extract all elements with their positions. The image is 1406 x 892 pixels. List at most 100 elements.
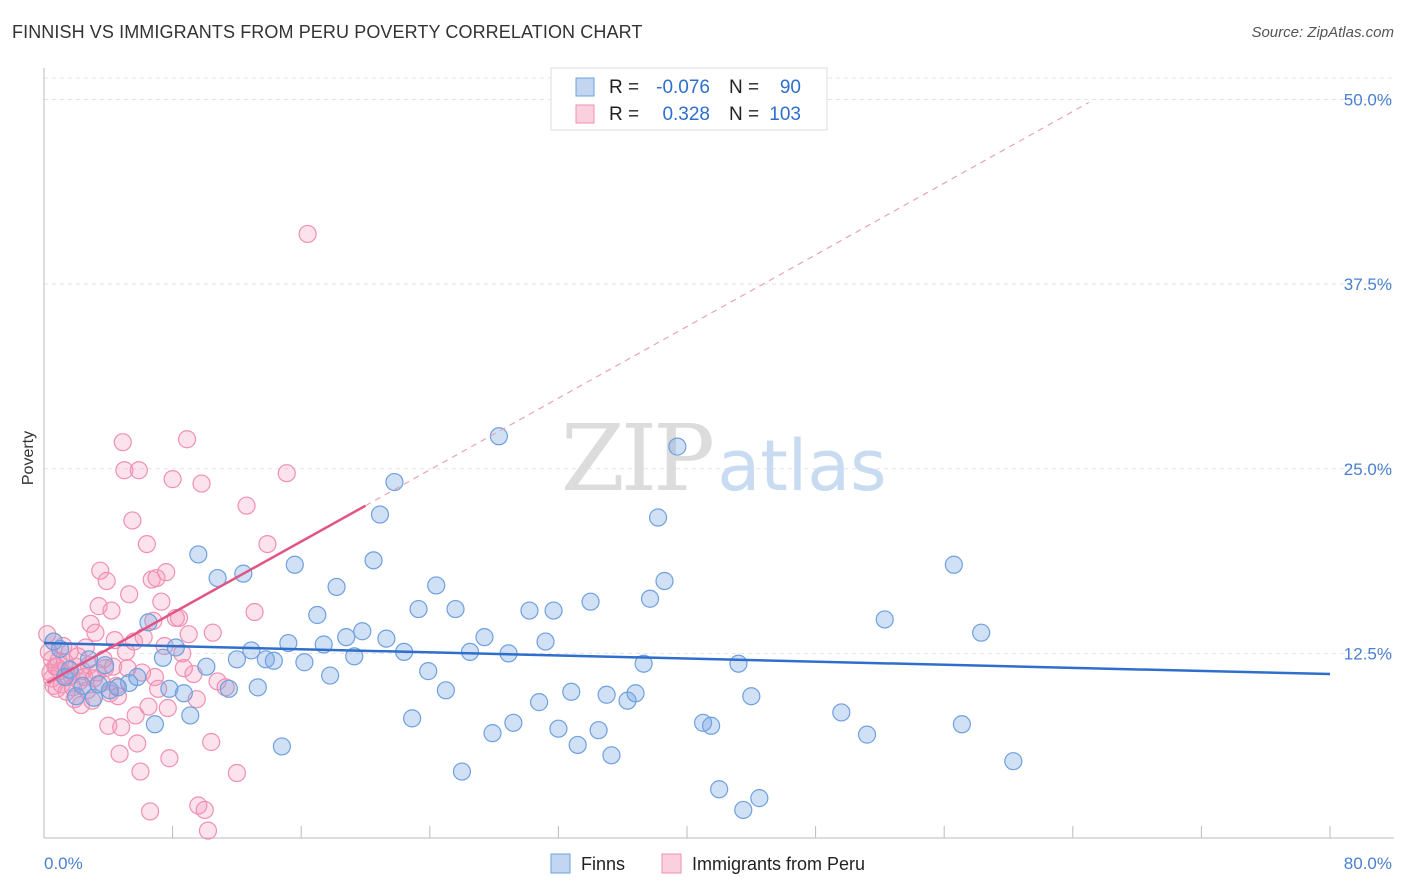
chart-title: FINNISH VS IMMIGRANTS FROM PERU POVERTY … — [12, 22, 643, 42]
finns-point — [832, 703, 851, 722]
peru-point — [86, 623, 105, 642]
peru-point — [110, 744, 129, 763]
peru-point — [277, 464, 296, 483]
finns-point — [160, 679, 179, 698]
peru-point — [203, 623, 222, 642]
finns-point — [710, 780, 729, 799]
finns-point — [729, 654, 748, 673]
peru-point — [237, 496, 256, 515]
finns-point — [602, 746, 621, 765]
finns-point — [197, 657, 216, 676]
finns-point — [377, 629, 396, 648]
peru-point — [147, 568, 166, 588]
finns-point — [95, 656, 115, 675]
finns-trend-line — [43, 641, 1331, 676]
finns-point — [568, 735, 587, 755]
finns-point — [875, 610, 894, 629]
n-label: N = — [729, 77, 759, 98]
finns-point — [581, 592, 600, 611]
finns-point — [285, 555, 304, 574]
finns-point — [189, 545, 208, 564]
peru-point — [91, 561, 110, 580]
peru-point — [139, 697, 158, 716]
finns-point — [857, 725, 877, 744]
legend-finns-label: Finns — [581, 854, 625, 874]
stats-legend-box — [550, 67, 828, 131]
peru-point — [126, 706, 145, 725]
finns-point — [702, 716, 721, 735]
peru-point — [81, 614, 100, 633]
y-tick-label: 50.0% — [1344, 91, 1392, 110]
finns-point — [549, 719, 568, 738]
y-tick-label: 12.5% — [1344, 644, 1392, 663]
finns-point — [750, 789, 769, 808]
finns-point — [353, 622, 372, 641]
finns-point — [337, 628, 356, 647]
finns-point — [409, 599, 428, 619]
peru-point — [174, 659, 193, 678]
points-layer — [38, 224, 1023, 840]
finns-point — [536, 632, 555, 651]
axis-layer: 0.0% 80.0% — [43, 68, 1394, 873]
finns-point — [279, 633, 298, 653]
peru-point — [102, 601, 121, 620]
finns-point — [475, 628, 494, 647]
peru-point — [137, 534, 156, 554]
peru-swatch — [575, 104, 595, 124]
legend-finns-swatch — [550, 853, 571, 874]
finns-point — [544, 601, 563, 620]
peru-point — [113, 433, 132, 452]
finns-point — [385, 472, 404, 492]
y-axis-label: Poverty — [20, 431, 37, 485]
finns-point — [648, 508, 668, 527]
peru-trend-line — [46, 504, 367, 685]
finns-point — [295, 653, 314, 672]
finns-point — [248, 678, 267, 697]
peru-point — [227, 763, 246, 783]
finns-point — [589, 721, 608, 740]
trend-layer — [43, 101, 1331, 685]
n-value: 90 — [780, 77, 801, 98]
peru-point — [245, 602, 264, 622]
peru-point — [157, 563, 176, 582]
x-tick-label-max: 80.0% — [1344, 854, 1392, 873]
finns-point — [108, 678, 128, 697]
peru-point — [298, 224, 317, 244]
finns-point — [634, 654, 653, 673]
finns-point — [145, 715, 165, 734]
finns-point — [419, 662, 438, 681]
finns-point — [370, 505, 390, 524]
r-value: 0.328 — [662, 104, 710, 125]
stats-legend: R = -0.076 N = 90 R = 0.328 N = 103 — [550, 67, 828, 131]
n-label: N = — [729, 104, 759, 125]
finns-point — [67, 687, 86, 706]
finns-point — [460, 642, 480, 662]
peru-point — [115, 461, 134, 480]
finns-point — [483, 724, 502, 743]
finns-point — [308, 605, 327, 625]
finns-point — [128, 667, 147, 687]
peru-point — [129, 461, 148, 480]
finns-point — [272, 737, 292, 756]
finns-point — [436, 681, 455, 700]
r-label: R = — [609, 104, 639, 125]
finns-point — [655, 571, 674, 591]
peru-point — [112, 718, 131, 737]
finns-point — [1004, 752, 1023, 771]
peru-point — [202, 732, 221, 752]
finns-point — [489, 427, 509, 446]
finns-point — [504, 713, 523, 732]
peru-point — [158, 698, 177, 718]
finns-point — [345, 647, 364, 666]
finns-point — [403, 709, 422, 728]
legend-peru-swatch — [661, 853, 682, 874]
finns-point — [446, 599, 465, 619]
finns-point — [227, 650, 246, 669]
y-tick-label: 25.0% — [1344, 460, 1392, 479]
finns-point — [520, 601, 539, 620]
finns-point — [208, 568, 227, 588]
finns-point — [321, 666, 340, 685]
peru-point — [120, 585, 139, 604]
finns-point — [597, 685, 616, 704]
